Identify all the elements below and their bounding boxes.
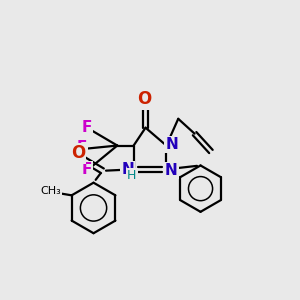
Text: H: H (127, 169, 136, 182)
Text: F: F (82, 120, 92, 135)
Text: CH₃: CH₃ (40, 187, 61, 196)
Text: F: F (82, 162, 92, 177)
Text: O: O (71, 144, 85, 162)
Text: N: N (121, 162, 134, 177)
Text: N: N (165, 163, 178, 178)
Text: O: O (137, 91, 151, 109)
Text: F: F (76, 140, 87, 155)
Text: N: N (165, 137, 178, 152)
